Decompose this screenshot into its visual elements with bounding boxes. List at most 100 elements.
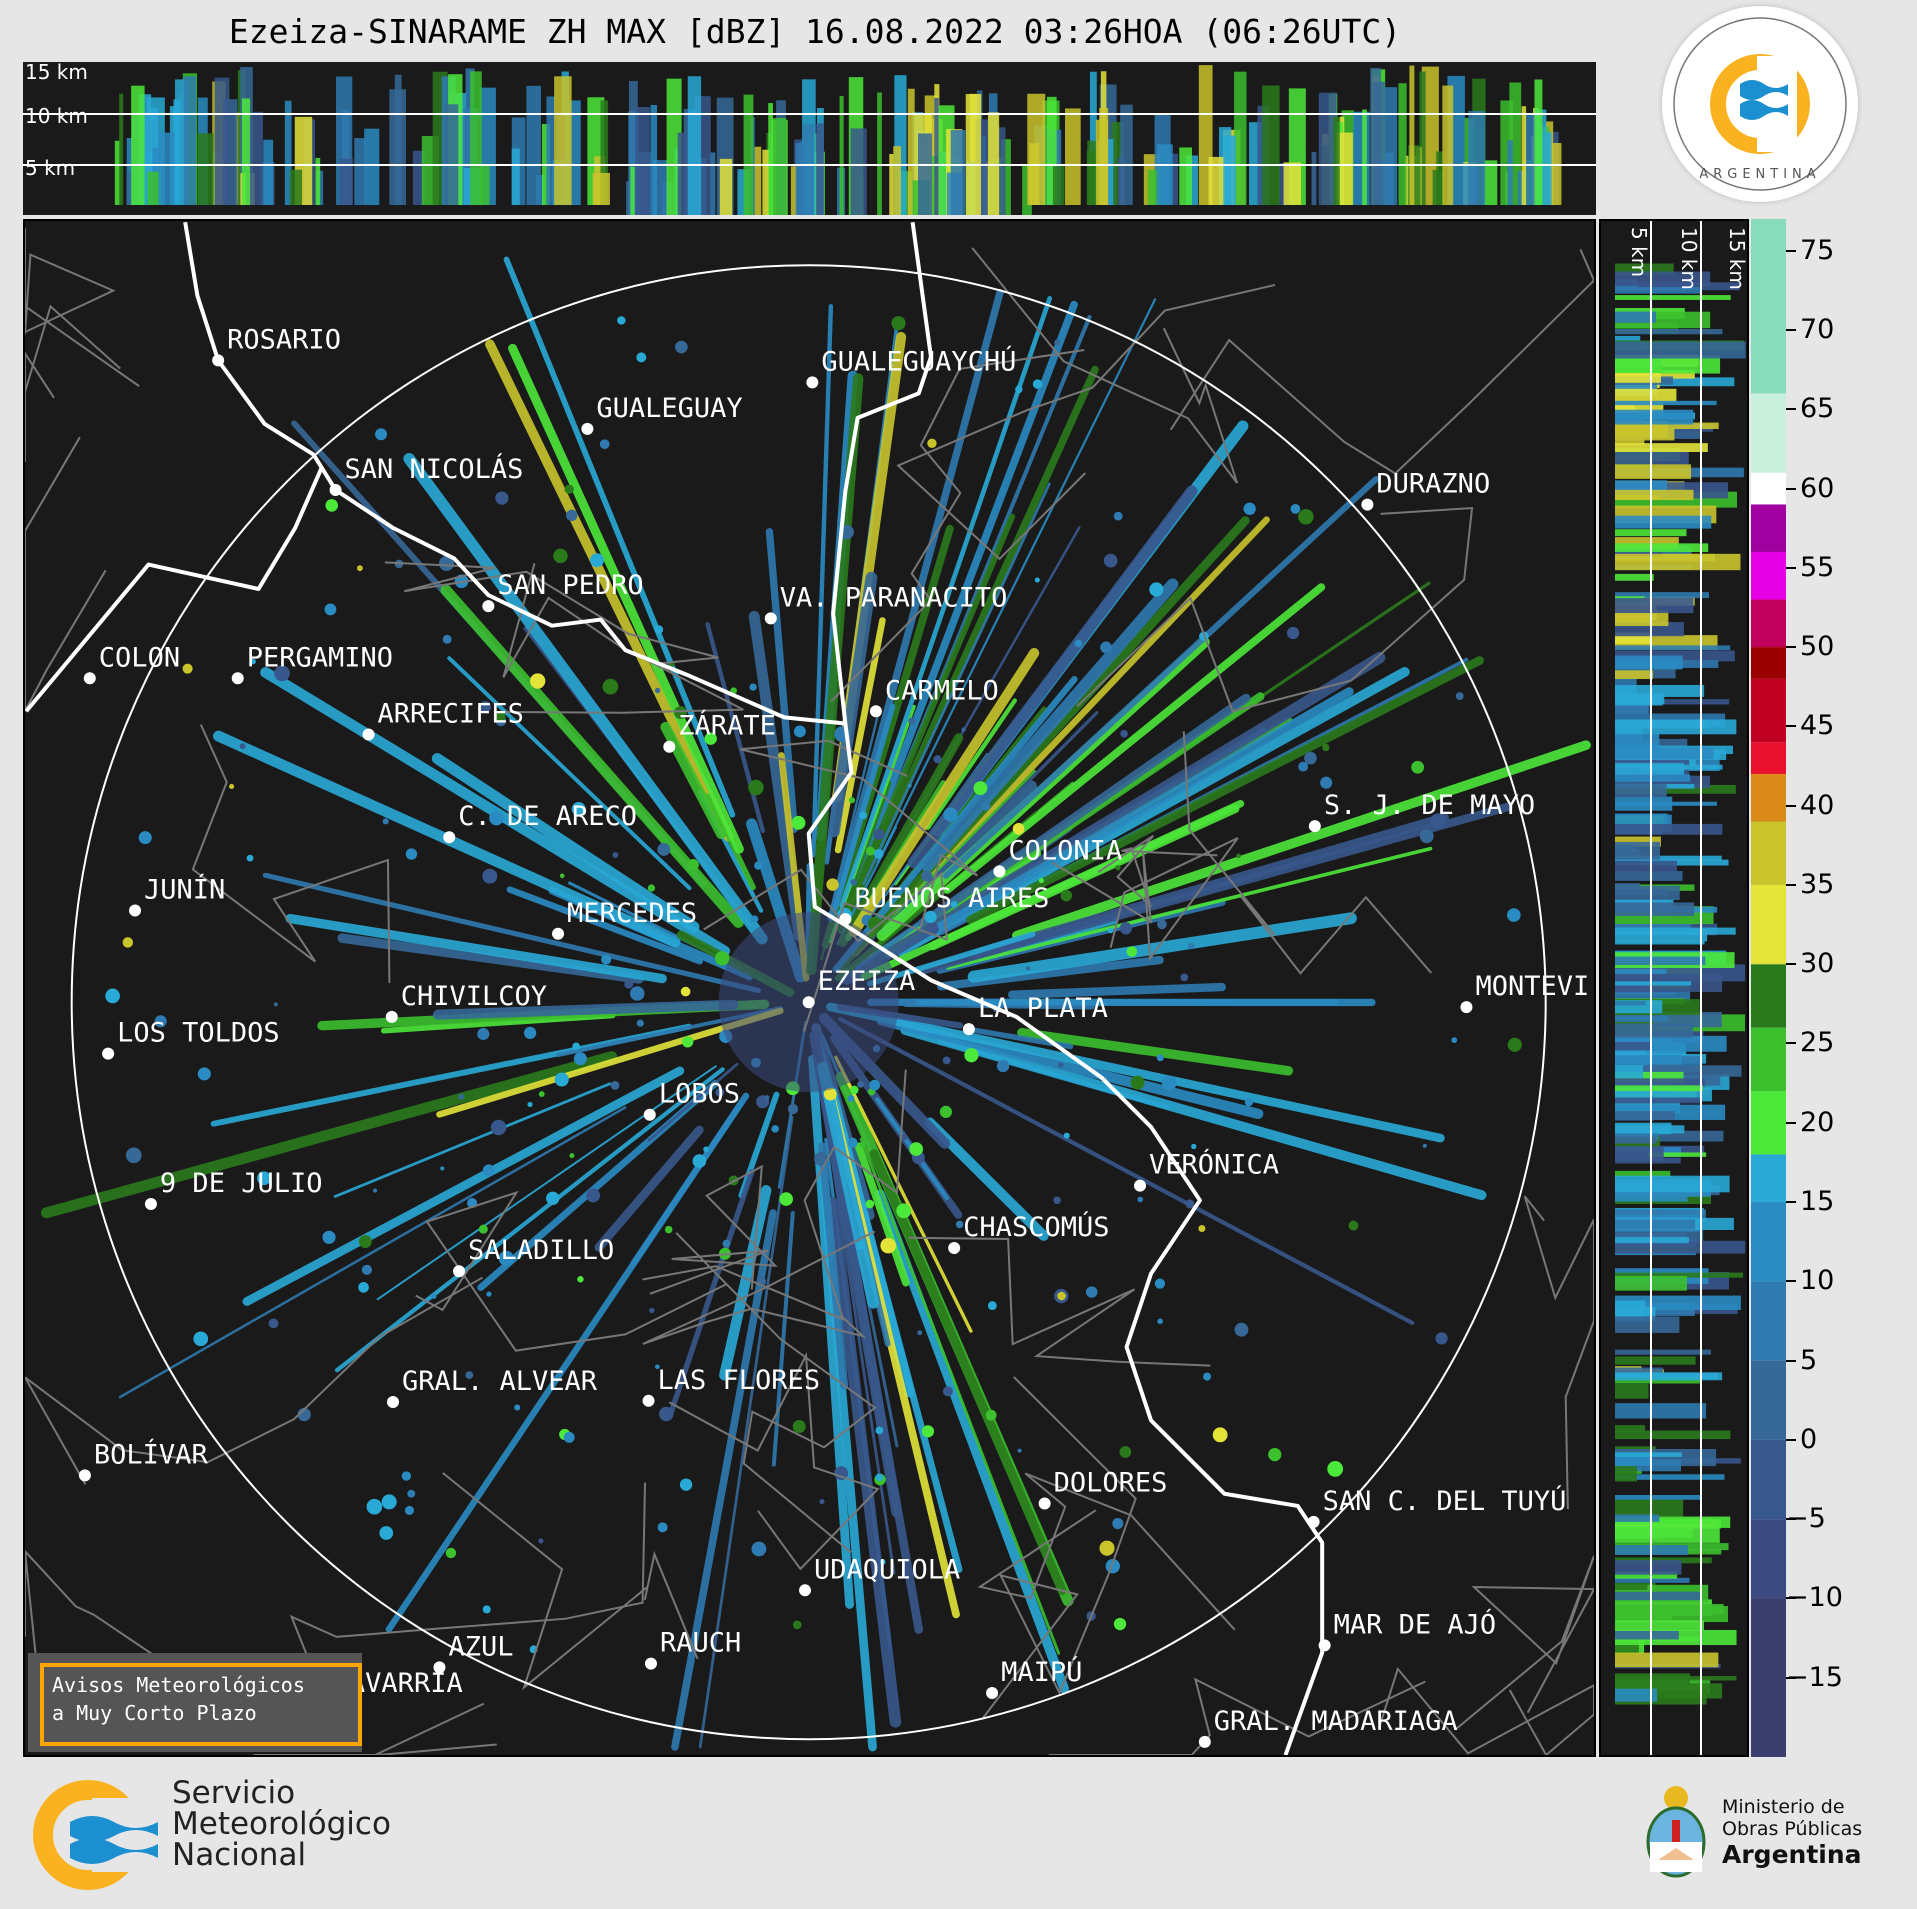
city-chascomús[interactable]: CHASCOMÚS (948, 1211, 1109, 1254)
city-gral-madariaga[interactable]: GRAL. MADARIAGA (1198, 1706, 1458, 1748)
city-ezeiza[interactable]: EZEIZA (802, 966, 916, 1009)
echo-cell (197, 1067, 211, 1081)
city-mar-de-ajó[interactable]: MAR DE AJÓ (1318, 1608, 1497, 1652)
city-rosario[interactable]: ROSARIO (212, 324, 341, 367)
city-junín[interactable]: JUNÍN (129, 874, 225, 917)
xsec-row (1615, 287, 1702, 294)
city-colonia[interactable]: COLONIA (993, 835, 1122, 878)
xsec-row (1615, 282, 1740, 291)
city-buenos-aires[interactable]: BUENOS AIRES (839, 883, 1049, 926)
city-saladillo[interactable]: SALADILLO (453, 1235, 614, 1278)
city-durazno[interactable]: DURAZNO (1361, 469, 1490, 511)
xsec-column (1362, 109, 1367, 205)
city-c-de-areco[interactable]: C. DE ARECO (443, 801, 637, 844)
echo-ray (900, 1024, 1487, 1201)
city-label: PERGAMINO (247, 642, 393, 673)
city-san-pedro[interactable]: SAN PEDRO (482, 570, 644, 613)
echo-cell (573, 1052, 587, 1066)
city-gualeguay[interactable]: GUALEGUAY (581, 393, 743, 435)
echo-ray (925, 698, 1017, 830)
city-chivilcoy[interactable]: CHIVILCOY (385, 981, 547, 1023)
xsec-column (753, 146, 762, 215)
xsec-column (1507, 140, 1513, 205)
echo-cell (1236, 853, 1241, 859)
city-mercedes[interactable]: MERCEDES (552, 898, 697, 940)
city-va-paranacito[interactable]: VA. PARANACITO (764, 582, 1008, 625)
echo-cell (714, 951, 730, 966)
echo-cell (1113, 1617, 1127, 1631)
xsec-column (1186, 155, 1199, 205)
xsec-column (790, 166, 798, 215)
city-los-toldos[interactable]: LOS TOLDOS (102, 1018, 280, 1060)
city-arrecifes[interactable]: ARRECIFES (362, 698, 524, 741)
city-dot (482, 600, 495, 613)
boundary-line (908, 1236, 1211, 1367)
city-dot (799, 1584, 812, 1597)
height-label-10km: 10 km (25, 104, 88, 128)
city-gualeguaychú[interactable]: GUALEGUAYCHÚ (806, 345, 1016, 389)
city-la-plata[interactable]: LA PLATA (962, 993, 1108, 1036)
city-azul[interactable]: AZUL (433, 1631, 513, 1674)
city-pergamino[interactable]: PERGAMINO (231, 642, 393, 685)
echo-cell (859, 1141, 866, 1148)
xsec-row (1615, 1430, 1731, 1440)
city-san-c-del-tuyú[interactable]: SAN C. DEL TUYÚ (1307, 1485, 1567, 1528)
top-cross-section: 15 km 10 km 5 km (23, 62, 1596, 215)
city-verónica[interactable]: VERÓNICA (1134, 1149, 1279, 1192)
city-dot (993, 865, 1006, 878)
xsec-row (1615, 295, 1731, 300)
city-9-de-julio[interactable]: 9 DE JULIO (144, 1168, 323, 1210)
city-carmelo[interactable]: CARMELO (869, 675, 999, 718)
city-label: COLON (99, 642, 180, 673)
echo-cell (787, 1103, 799, 1115)
city-rauch[interactable]: RAUCH (644, 1628, 741, 1670)
echo-cell (865, 1199, 875, 1209)
city-montevi[interactable]: MONTEVI (1460, 971, 1589, 1014)
echo-ray (921, 578, 1179, 872)
echo-cell (250, 658, 256, 665)
city-zárate[interactable]: ZÁRATE (663, 710, 776, 753)
xsec-row (1615, 1272, 1744, 1278)
city-dolores[interactable]: DOLORES (1038, 1468, 1168, 1510)
city-dot (764, 612, 777, 625)
echo-cell (546, 1191, 560, 1205)
echo-cell (961, 727, 966, 732)
city-colon[interactable]: COLON (83, 642, 180, 685)
echo-cell (1185, 1199, 1195, 1209)
city-lobos[interactable]: LOBOS (643, 1079, 740, 1121)
echo-cell (927, 438, 937, 448)
notice-link[interactable]: Avisos Meteorológicos a Muy Corto Plazo (40, 1663, 362, 1746)
echo-cell (657, 843, 671, 856)
notice-box[interactable]: Avisos Meteorológicos a Muy Corto Plazo (28, 1653, 362, 1752)
city-gral-alvear[interactable]: GRAL. ALVEAR (387, 1366, 598, 1409)
xsec-row (1615, 592, 1709, 599)
colorbar-tick (1786, 1676, 1796, 1679)
city-dot (212, 354, 225, 367)
city-las-flores[interactable]: LAS FLORES (642, 1365, 821, 1407)
smn-logo-icon (33, 1780, 162, 1890)
city-label: GUALEGUAYCHÚ (821, 345, 1016, 377)
echo-ray (919, 802, 1513, 975)
city-s-j-de-mayo[interactable]: S. J. DE MAYO (1308, 790, 1535, 833)
city-label: BOLÍVAR (94, 1438, 209, 1470)
smn-logo: Servicio Meteorológico Nacional (30, 1778, 430, 1892)
xsec-column (394, 74, 402, 205)
echo-cell (1103, 553, 1118, 568)
city-maipú[interactable]: MAIPÚ (986, 1656, 1082, 1700)
city-udaquiola[interactable]: UDAQUIOLA (799, 1554, 960, 1597)
xsec-row (1615, 1136, 1657, 1144)
top-cross-section-echoes (23, 65, 1596, 215)
echo-cell (1435, 1332, 1448, 1345)
echo-cell (1451, 1037, 1458, 1044)
city-bolívar[interactable]: BOLÍVAR (78, 1438, 209, 1482)
echo-cell (489, 810, 504, 826)
city-san-nicolás[interactable]: SAN NICOLÁS (329, 453, 524, 496)
colorbar-tick-label: 30 (1800, 948, 1835, 980)
xsec-column (241, 98, 251, 205)
colorbar-segment (1751, 821, 1786, 885)
echo-cell (987, 1301, 997, 1310)
echo-ray (242, 1066, 685, 1306)
colorbar-tick (1786, 1042, 1796, 1045)
radar-map[interactable]: ROSARIO GUALEGUAYCHÚ GUALEGUAY SAN NICOLÁS D… (23, 219, 1596, 1757)
echo-ray (834, 516, 1250, 973)
